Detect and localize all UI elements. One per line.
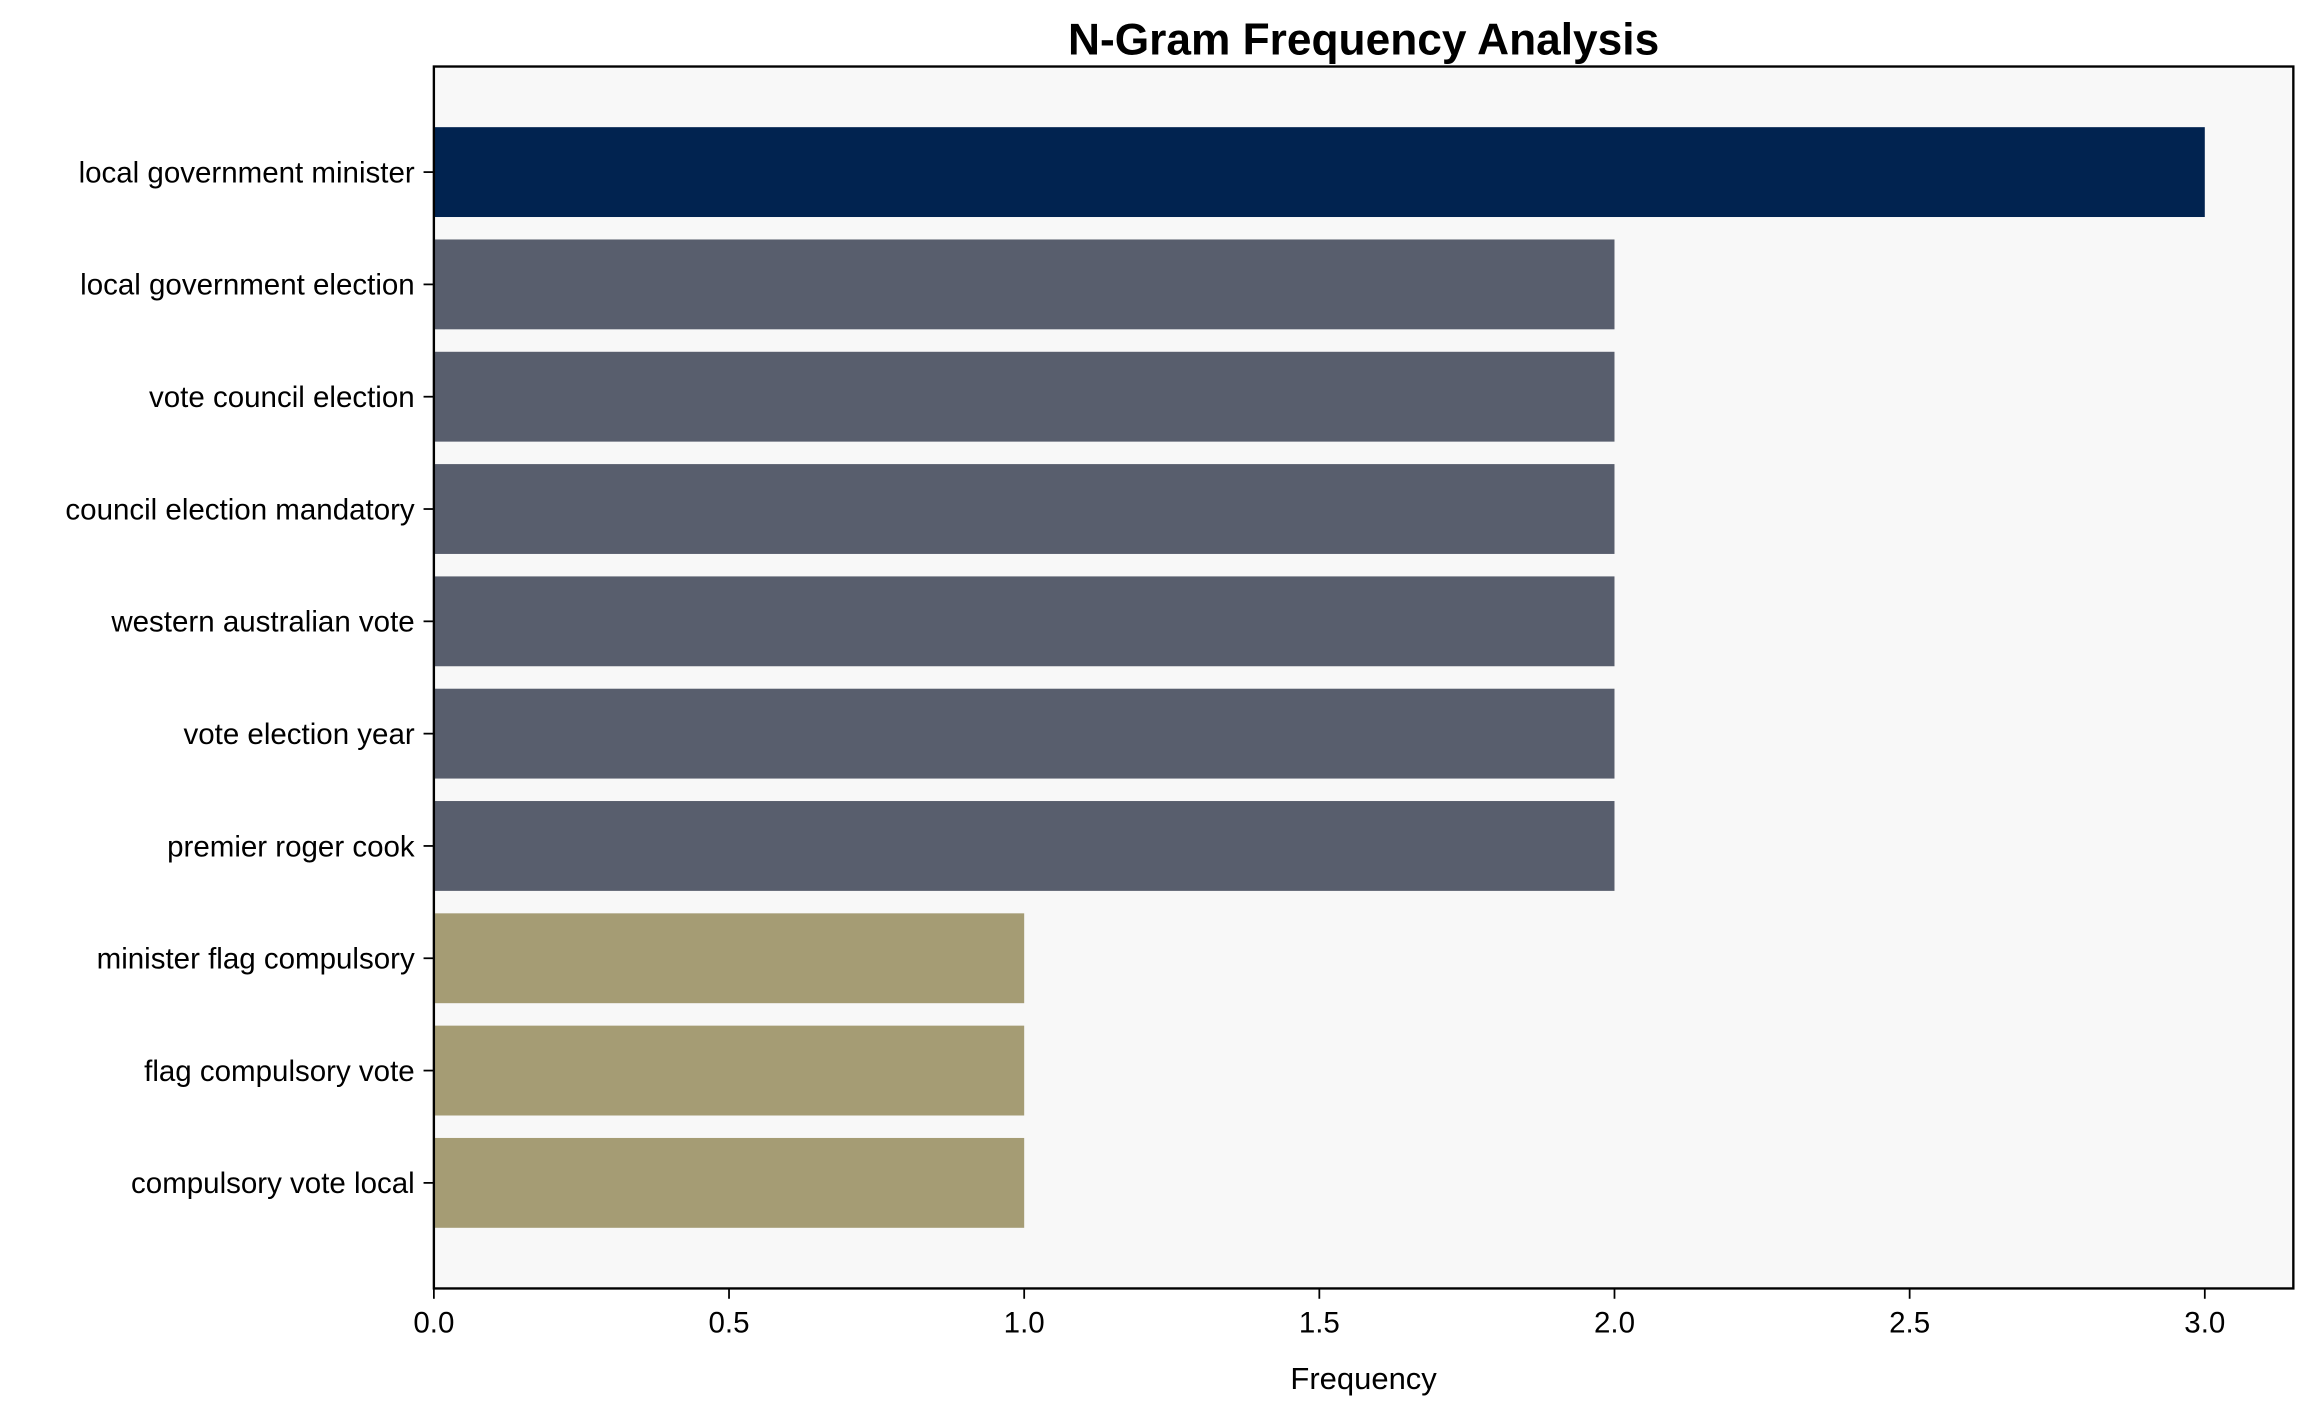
x-tick-label: 2.5 — [1889, 1307, 1930, 1340]
y-tick-label: minister flag compulsory — [97, 943, 415, 976]
y-tick-label: council election mandatory — [65, 493, 415, 526]
plot-frame — [432, 65, 2295, 1290]
bar — [433, 239, 1615, 330]
y-tick-label: western australian vote — [110, 606, 414, 639]
x-tick-label: 1.0 — [1004, 1307, 1045, 1340]
y-tick-label: vote council election — [149, 381, 415, 414]
y-tick-label: vote election year — [183, 718, 414, 751]
x-tick-label: 1.5 — [1299, 1307, 1340, 1340]
x-tick-label: 3.0 — [2184, 1307, 2225, 1340]
bar — [433, 576, 1615, 667]
y-tick-label: local government election — [80, 269, 415, 302]
y-tick-label: local government minister — [79, 156, 415, 189]
bar — [433, 127, 2205, 218]
bar — [433, 688, 1615, 779]
bar — [433, 1137, 1025, 1228]
y-tick-label: compulsory vote local — [131, 1167, 415, 1200]
bar — [433, 801, 1615, 891]
x-tick-label: 0.5 — [709, 1307, 750, 1340]
x-axis-label: Frequency — [1290, 1361, 1437, 1396]
y-tick-label: premier roger cook — [167, 830, 415, 863]
bar — [433, 1025, 1025, 1116]
y-tick-label: flag compulsory vote — [144, 1055, 415, 1088]
bar — [433, 913, 1025, 1004]
bar — [433, 351, 1615, 442]
x-tick-label: 2.0 — [1594, 1307, 1635, 1340]
bar — [433, 464, 1615, 554]
x-tick-label: 0.0 — [413, 1307, 454, 1340]
chart-title: N-Gram Frequency Analysis — [1068, 16, 1659, 65]
